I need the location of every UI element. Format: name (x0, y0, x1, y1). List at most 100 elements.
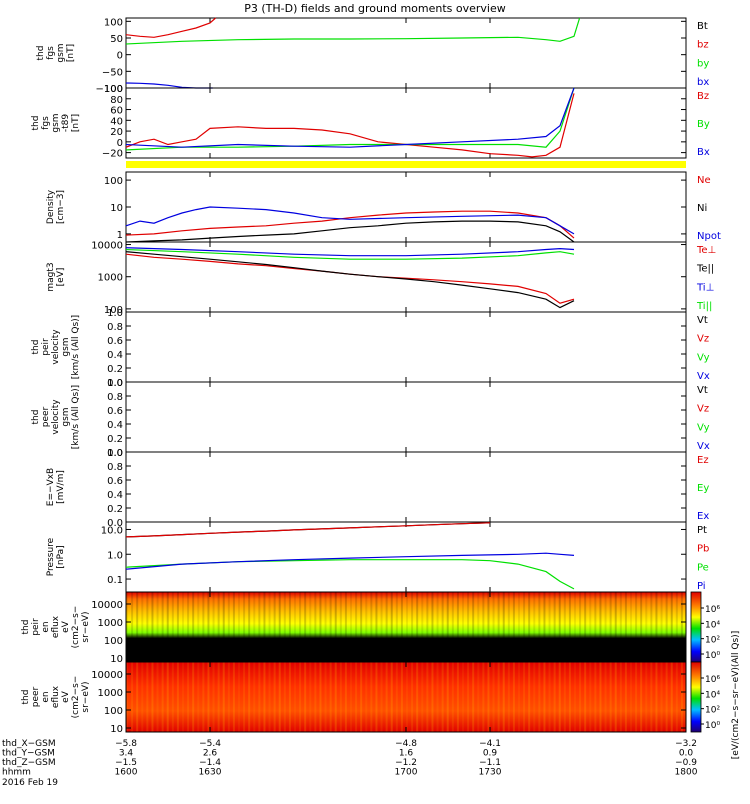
spectrogram-column (187, 662, 190, 732)
spectrogram-column (248, 592, 251, 662)
spectrogram-column (339, 662, 342, 732)
spectrogram-column (350, 662, 352, 732)
spectrogram-column (222, 662, 225, 732)
spectrogram-column (370, 592, 373, 662)
legend-entry: By (697, 119, 710, 130)
spectrogram-column (156, 592, 159, 662)
y-axis-label: -t89 (61, 114, 71, 133)
y-tick-label: 0 (117, 51, 123, 62)
spectrogram-column (385, 592, 388, 662)
spectrogram-column (477, 592, 480, 662)
y-tick-label: 0 (117, 138, 123, 149)
spectrogram-column (202, 592, 205, 662)
legend-entry: bx (697, 77, 709, 88)
x-tick-value: −1.4 (199, 758, 221, 768)
spectrogram-column (304, 592, 307, 662)
spectrogram-column (451, 662, 454, 732)
spectrogram-column (212, 592, 215, 662)
spectrogram-column (248, 662, 251, 732)
spectrogram-column (136, 662, 139, 732)
spectrogram-column (406, 592, 408, 662)
spectrogram-column (421, 662, 424, 732)
y-tick-label: 10000 (91, 241, 123, 252)
y-axis-label: (cm2−s− (71, 606, 81, 649)
y-axis-label: fgs (41, 116, 51, 130)
spectrogram-column (390, 662, 393, 732)
spectrogram-column (599, 592, 602, 662)
spectrogram-column (329, 662, 332, 732)
spectrogram-column (334, 592, 337, 662)
legend-entry: Ey (697, 483, 709, 494)
spectrogram-column (141, 592, 144, 662)
colorbar-tick-label: 10² (705, 706, 720, 716)
y-tick-label: 80 (110, 95, 123, 106)
spectrogram-column (350, 592, 352, 662)
y-tick-label: 100 (104, 84, 123, 95)
spectrogram-column (426, 592, 429, 662)
y-tick-label: 1000 (98, 688, 123, 699)
spectrogram-column (416, 592, 419, 662)
x-tick-value: 1630 (199, 768, 222, 778)
spectrogram-column (640, 662, 643, 732)
y-axis-label: gsm (51, 113, 61, 132)
spectrogram-column (594, 592, 597, 662)
panel-10: 10⁶ 10⁴ 10² 10⁰ 10000 1000 100 10 thd peer en eflux… (21, 661, 720, 735)
spectrogram-column (375, 662, 378, 732)
spectrogram-column (558, 592, 561, 662)
spectrogram-column (365, 662, 368, 732)
y-axis-label: thd (31, 410, 41, 425)
y-tick-label: 1.0 (107, 308, 123, 319)
spectrogram-column (197, 592, 200, 662)
spectrogram-column (518, 662, 520, 732)
spectrogram-column (182, 592, 184, 662)
spectrogram-column (609, 662, 612, 732)
y-tick-label: 0.4 (107, 350, 123, 361)
spectrogram-column (395, 592, 398, 662)
spectrogram-column (329, 592, 332, 662)
spectrogram-column (411, 662, 414, 732)
spectrogram-column (131, 592, 134, 662)
series-Pi (125, 552, 575, 570)
status-bar (126, 161, 686, 168)
y-tick-label: 100 (104, 706, 123, 717)
spectrogram-column (609, 592, 612, 662)
spectrogram-column (365, 592, 368, 662)
spectrogram-column (655, 662, 658, 732)
series-by (125, 17, 581, 45)
y-tick-label: 0.4 (107, 490, 123, 501)
spectrogram-column (192, 592, 195, 662)
spectrogram-column (299, 592, 302, 662)
y-axis-label: gsm (61, 337, 71, 356)
spectrogram-column (319, 592, 322, 662)
y-axis-label: Pressure (46, 537, 56, 576)
y-axis-label: [cm−3] (56, 190, 66, 224)
spectrogram-column (390, 592, 393, 662)
spectrogram-column (538, 662, 541, 732)
legend-entry: Ni (697, 203, 707, 214)
y-tick-label: 1000 (98, 273, 123, 284)
legend-entry: Bt (697, 21, 708, 32)
spectrogram-column (334, 662, 337, 732)
y-axis-label: E=−VxB (46, 468, 56, 506)
spectrogram-column (558, 662, 561, 732)
x-tick-value: −4.1 (479, 739, 501, 749)
spectrogram-column (441, 592, 444, 662)
x-tick-value: 3.4 (119, 749, 134, 759)
spectrogram-column (523, 662, 526, 732)
spectrogram-column (380, 592, 383, 662)
spectrogram-column (502, 592, 505, 662)
spectrogram-column (497, 662, 500, 732)
spectrogram-column (675, 662, 678, 732)
y-tick-label: 0.2 (107, 504, 123, 515)
spectrogram-column (207, 662, 210, 732)
spectrogram-column (176, 592, 179, 662)
colorbar-tick-label: 10⁴ (705, 690, 720, 700)
y-tick-label: 20 (110, 127, 123, 138)
spectrogram-column (238, 662, 240, 732)
spectrogram-column (344, 662, 347, 732)
y-tick-label: 40 (110, 116, 123, 127)
y-tick-label: 10 (110, 203, 123, 214)
spectrogram-column (232, 662, 235, 732)
y-axis-label: (cm2−s− (71, 676, 81, 719)
